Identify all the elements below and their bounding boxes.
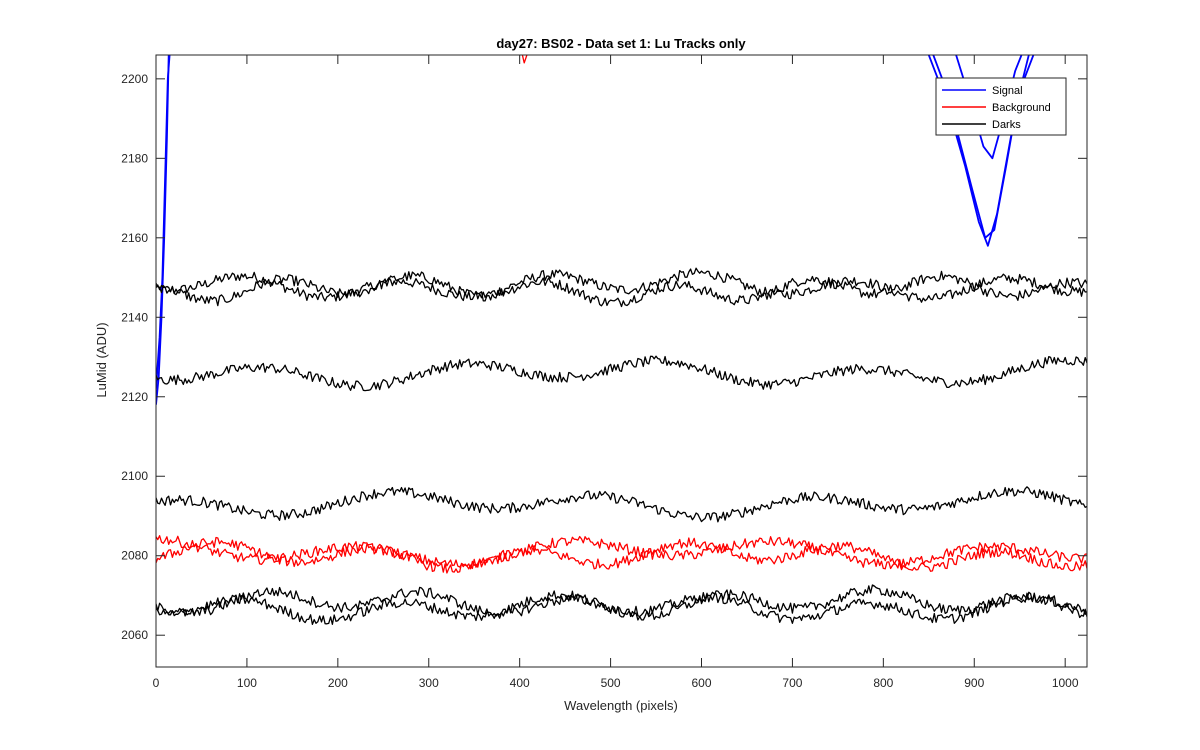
x-tick-label: 200: [328, 676, 348, 690]
y-tick-label: 2120: [121, 390, 148, 404]
series-line-darks-12: [156, 584, 1087, 621]
x-tick-label: 1000: [1052, 676, 1079, 690]
axes: 0 100 200 300 400 500 600 700 800 900 1000 2060 2080…: [121, 54, 1088, 690]
x-tick-label: 300: [419, 676, 439, 690]
x-tick-label: 400: [510, 676, 530, 690]
series-line-background-10: [156, 535, 1087, 570]
x-tick-label: 800: [873, 676, 893, 690]
series-line-darks-6: [156, 267, 1087, 303]
chart-title: day27: BS02 - Data set 1: Lu Tracks only: [496, 36, 746, 51]
legend-label-signal: Signal: [992, 85, 1023, 97]
series-line-signal-1: [156, 55, 171, 389]
legend: Signal Background Darks: [935, 77, 1067, 136]
y-tick-label: 2100: [121, 469, 148, 483]
y-tick-label: 2200: [121, 72, 148, 86]
legend-label-background: Background: [992, 102, 1051, 114]
y-tick-label: 2180: [121, 151, 148, 165]
y-tick-label: 2140: [121, 310, 148, 324]
x-tick-label: 100: [237, 676, 257, 690]
x-tick-label: 900: [964, 676, 984, 690]
y-tick-label: 2060: [121, 628, 148, 642]
axes-box: [155, 54, 1088, 668]
series-line-darks-9: [156, 486, 1087, 523]
x-tick-label: 600: [691, 676, 711, 690]
x-tick-label: 700: [782, 676, 802, 690]
series-line-darks-7: [156, 270, 1087, 308]
legend-label-darks: Darks: [992, 119, 1021, 131]
y-tick-label: 2080: [121, 549, 148, 563]
plot-area: [156, 55, 1087, 626]
y-axis-label: LuMid (ADU): [94, 322, 109, 397]
series-line-darks-8: [156, 355, 1087, 392]
x-tick-label: 0: [153, 676, 160, 690]
series-line-background-5: [521, 55, 528, 64]
series-line-darks-13: [156, 590, 1087, 626]
y-tick-label: 2160: [121, 231, 148, 245]
x-axis-label: Wavelength (pixels): [564, 698, 678, 713]
series-line-background-11: [156, 536, 1087, 574]
x-tick-label: 500: [601, 676, 621, 690]
